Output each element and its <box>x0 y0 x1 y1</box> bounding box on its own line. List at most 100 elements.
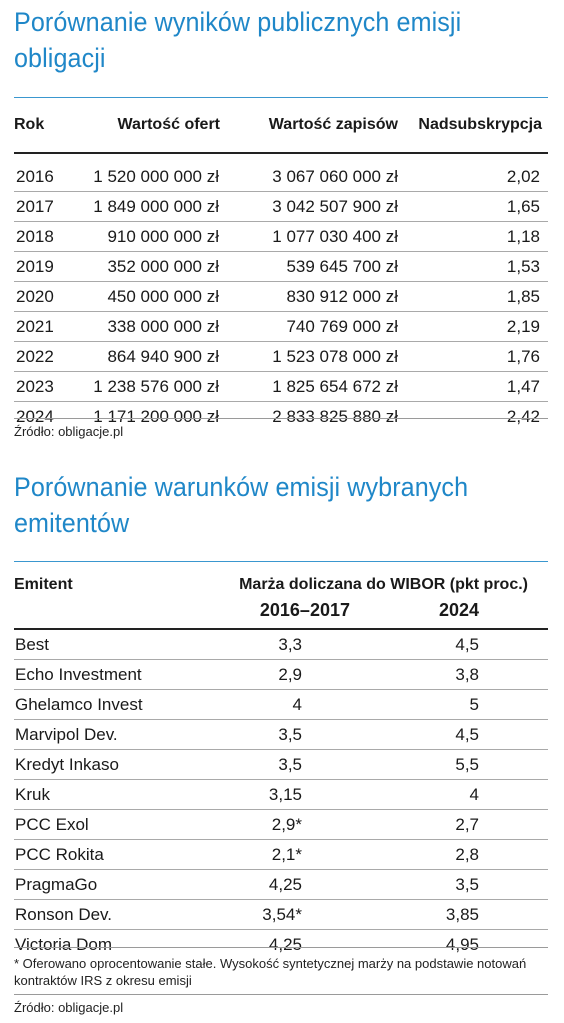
table-header: Emitent Marża doliczana do WIBOR (pkt pr… <box>14 572 548 628</box>
cell-margin-2024: 5,5 <box>455 755 479 774</box>
cell-wartosc-ofert: 1 238 576 000 zł <box>93 377 219 396</box>
cell-rok: 2021 <box>16 317 54 336</box>
cell-wartosc-ofert: 1 520 000 000 zł <box>93 167 219 186</box>
table-row: 2018 910 000 000 zł 1 077 030 400 zł 1,18 <box>14 221 548 251</box>
cell-margin-2024: 5 <box>469 695 479 714</box>
cell-margin-2024: 4,5 <box>455 635 479 654</box>
cell-margin-2016-2017: 3,3 <box>278 635 302 654</box>
cell-rok: 2016 <box>16 167 54 186</box>
table-row: 2016 1 520 000 000 zł 3 067 060 000 zł 2,02 <box>14 162 548 191</box>
cell-wartosc-zapisow: 539 645 700 zł <box>286 257 398 276</box>
cell-margin-2016-2017: 4,25 <box>268 935 302 954</box>
table-row: 2020 450 000 000 zł 830 912 000 zł 1,85 <box>14 281 548 311</box>
cell-nadsubskrypcja: 1,85 <box>506 287 540 306</box>
title-divider <box>14 97 548 98</box>
cell-margin-2024: 4,95 <box>445 935 479 954</box>
table-row: 2022 864 940 900 zł 1 523 078 000 zł 1,76 <box>14 341 548 371</box>
cell-emitent: Marvipol Dev. <box>15 725 118 744</box>
source-note: Źródło: obligacje.pl <box>14 1000 124 1015</box>
cell-margin-2024: 3,5 <box>455 875 479 894</box>
cell-margin-2024: 2,8 <box>455 845 479 864</box>
header-nadsubskrypcja: Nadsubskrypcja <box>418 116 542 133</box>
cell-emitent: Best <box>15 635 50 654</box>
cell-emitent: Ronson Dev. <box>15 905 113 924</box>
table-row: 2021 338 000 000 zł 740 769 000 zł 2,19 <box>14 311 548 341</box>
cell-rok: 2017 <box>16 197 54 216</box>
header-rule <box>14 152 548 154</box>
table-row: Echo Investment 2,9 3,8 <box>14 659 548 689</box>
cell-emitent: PCC Exol <box>15 815 89 834</box>
bond-results-table: Rok Wartość ofert Wartość zapisów Nadsub… <box>14 112 548 431</box>
cell-margin-2016-2017: 3,5 <box>278 725 302 744</box>
cell-wartosc-ofert: 864 940 900 zł <box>107 347 219 366</box>
header-emitent: Emitent <box>14 576 73 593</box>
table-row: Kruk 3,15 4 <box>14 779 548 809</box>
table-body: 2016 1 520 000 000 zł 3 067 060 000 zł 2,02… <box>14 162 548 431</box>
cell-margin-2016-2017: 2,9 <box>278 665 302 684</box>
cell-margin-2024: 4 <box>469 785 479 804</box>
title-bond-results: Porównanie wyników publicznych emisji ob… <box>14 7 462 73</box>
cell-wartosc-zapisow: 1 523 078 000 zł <box>272 347 398 366</box>
table-body: Best 3,3 4,5 Echo Investment 2,9 3,8 Ghelamco … <box>14 630 548 959</box>
cell-wartosc-zapisow: 1 077 030 400 zł <box>272 227 398 246</box>
cell-rok: 2024 <box>16 407 54 426</box>
cell-nadsubskrypcja: 2,42 <box>506 407 540 426</box>
cell-wartosc-ofert: 450 000 000 zł <box>107 287 219 306</box>
cell-nadsubskrypcja: 1,47 <box>506 377 540 396</box>
header-rule <box>14 628 548 630</box>
cell-rok: 2023 <box>16 377 54 396</box>
cell-wartosc-zapisow: 830 912 000 zł <box>286 287 398 306</box>
cell-wartosc-ofert: 338 000 000 zł <box>107 317 219 336</box>
cell-nadsubskrypcja: 1,76 <box>506 347 540 366</box>
cell-emitent: PragmaGo <box>15 875 98 894</box>
cell-wartosc-ofert: 352 000 000 zł <box>107 257 219 276</box>
cell-wartosc-ofert: 1 171 200 000 zł <box>93 407 219 426</box>
cell-nadsubskrypcja: 2,19 <box>506 317 540 336</box>
table-row: PCC Rokita 2,1* 2,8 <box>14 839 548 869</box>
cell-nadsubskrypcja: 1,18 <box>506 227 540 246</box>
issuer-terms-table: Emitent Marża doliczana do WIBOR (pkt pr… <box>14 572 548 959</box>
cell-nadsubskrypcja: 1,65 <box>506 197 540 216</box>
cell-margin-2024: 3,85 <box>445 905 479 924</box>
source-note: Źródło: obligacje.pl <box>14 424 124 439</box>
title-divider <box>14 561 548 562</box>
cell-wartosc-ofert: 910 000 000 zł <box>107 227 219 246</box>
header-wartosc-zapisow: Wartość zapisów <box>268 116 398 133</box>
cell-emitent: Kruk <box>15 785 50 804</box>
table-row: Ghelamco Invest 4 5 <box>14 689 548 719</box>
table-row: Marvipol Dev. 3,5 4,5 <box>14 719 548 749</box>
table-row: PCC Exol 2,9* 2,7 <box>14 809 548 839</box>
header-wartosc-ofert: Wartość ofert <box>117 116 220 133</box>
cell-wartosc-zapisow: 3 042 507 900 zł <box>272 197 398 216</box>
cell-emitent: Kredyt Inkaso <box>15 755 119 774</box>
cell-margin-2024: 2,7 <box>455 815 479 834</box>
cell-margin-2016-2017: 4,25 <box>268 875 302 894</box>
table-row: Best 3,3 4,5 <box>14 630 548 659</box>
table-row: 2023 1 238 576 000 zł 1 825 654 672 zł 1,47 <box>14 371 548 401</box>
header-rok: Rok <box>14 116 45 133</box>
cell-wartosc-zapisow: 2 833 825 880 zł <box>272 407 398 426</box>
cell-margin-2016-2017: 4 <box>292 695 302 714</box>
title-issuer-terms: Porównanie warunków emisji wybranych emi… <box>14 472 469 538</box>
footnote: * Oferowano oprocentowanie stałe. Wysoko… <box>14 956 527 988</box>
header-2024: 2024 <box>438 600 479 620</box>
cell-emitent: Victoria Dom <box>15 935 112 954</box>
cell-margin-2016-2017: 3,5 <box>278 755 302 774</box>
table-bottom-rule <box>14 418 548 419</box>
cell-wartosc-zapisow: 3 067 060 000 zł <box>272 167 398 186</box>
cell-wartosc-zapisow: 740 769 000 zł <box>286 317 398 336</box>
table-bottom-rule <box>14 947 548 948</box>
table-row: 2019 352 000 000 zł 539 645 700 zł 1,53 <box>14 251 548 281</box>
header-2016-2017: 2016–2017 <box>259 600 350 620</box>
cell-wartosc-zapisow: 1 825 654 672 zł <box>272 377 398 396</box>
cell-rok: 2018 <box>16 227 54 246</box>
table-row: Kredyt Inkaso 3,5 5,5 <box>14 749 548 779</box>
table-row: 2017 1 849 000 000 zł 3 042 507 900 zł 1,65 <box>14 191 548 221</box>
cell-rok: 2020 <box>16 287 54 306</box>
cell-margin-2016-2017: 3,15 <box>268 785 302 804</box>
table-row: Victoria Dom 4,25 4,95 <box>14 929 548 959</box>
table-header: Rok Wartość ofert Wartość zapisów Nadsub… <box>14 112 548 152</box>
cell-margin-2024: 3,8 <box>455 665 479 684</box>
cell-wartosc-ofert: 1 849 000 000 zł <box>93 197 219 216</box>
cell-rok: 2022 <box>16 347 54 366</box>
